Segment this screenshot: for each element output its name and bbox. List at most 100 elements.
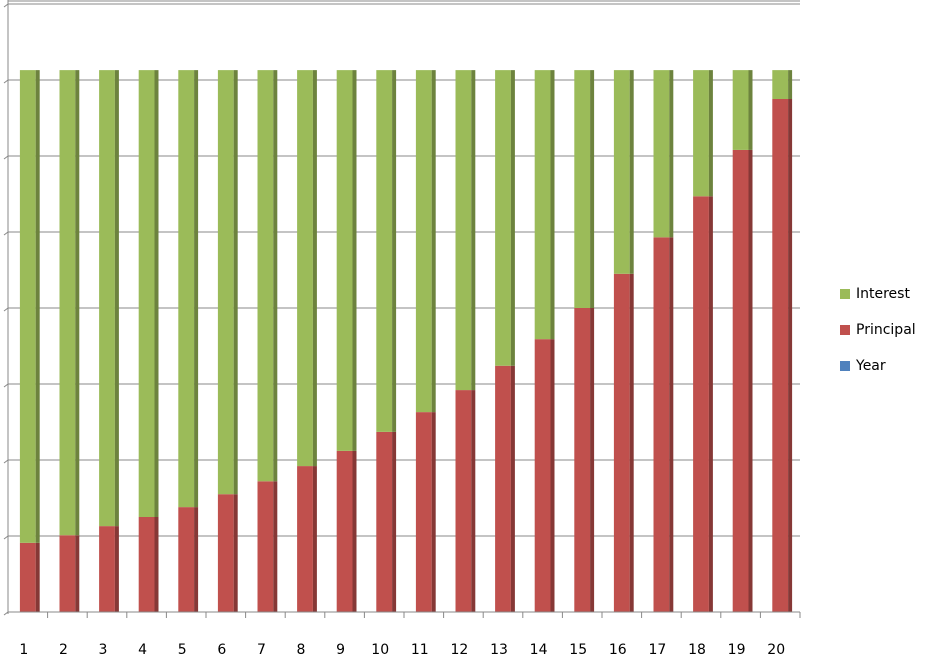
bar-side — [312, 70, 317, 467]
y-tick — [3, 155, 9, 160]
bar-side — [233, 70, 238, 495]
bar-segment — [415, 70, 432, 413]
bar-segment — [336, 70, 353, 451]
bar-side — [312, 466, 317, 612]
bar-side — [75, 70, 80, 536]
x-tick-label: 15 — [569, 642, 587, 658]
x-tick-label: 3 — [99, 642, 108, 658]
legend-swatch — [840, 289, 850, 299]
bar-side — [114, 70, 119, 527]
bar-segment — [693, 70, 709, 197]
bar-side — [471, 390, 476, 612]
bar-segment — [732, 70, 749, 150]
bar-side — [352, 70, 357, 451]
bar-segment — [574, 308, 591, 612]
bar-side — [708, 70, 713, 197]
bar-side — [510, 70, 515, 366]
bar-segment — [574, 70, 591, 309]
bar-side — [392, 431, 397, 612]
bar-side — [510, 365, 515, 612]
legend-swatch — [840, 325, 850, 335]
bar-side — [629, 273, 634, 612]
x-tick-label: 2 — [59, 642, 68, 658]
bar-side — [194, 70, 199, 508]
bar-segment — [297, 466, 313, 612]
x-tick-label: 11 — [411, 642, 429, 658]
bar-segment — [376, 70, 393, 432]
y-tick — [3, 3, 9, 8]
bar-segment — [455, 390, 472, 612]
bar-side — [273, 481, 278, 612]
x-tick-label: 4 — [138, 642, 147, 658]
bar-side — [788, 70, 793, 99]
bar-segment — [772, 70, 789, 99]
x-tick-label: 5 — [178, 642, 187, 658]
bar-segment — [99, 70, 115, 527]
bar-side — [392, 70, 397, 432]
bar-side — [788, 99, 793, 612]
bar-side — [35, 542, 40, 612]
bar-side — [669, 237, 674, 612]
x-tick-label: 12 — [450, 642, 468, 658]
bar-segment — [455, 70, 472, 391]
bar-segment — [59, 535, 76, 612]
legend-label: Principal — [856, 322, 916, 338]
bar-side — [748, 149, 753, 613]
bar-segment — [336, 450, 353, 612]
y-tick — [3, 459, 9, 464]
bar-segment — [534, 339, 551, 612]
x-tick-label: 13 — [490, 642, 508, 658]
y-tick — [3, 383, 9, 388]
bar-side — [629, 70, 634, 274]
y-tick — [3, 79, 9, 84]
bar-side — [431, 412, 436, 612]
bar-side — [75, 535, 80, 612]
bar-side — [194, 507, 199, 612]
bar-segment — [59, 70, 76, 536]
bar-side — [431, 70, 436, 413]
y-tick — [3, 231, 9, 236]
bar-side — [114, 526, 119, 612]
bar-side — [708, 196, 713, 612]
bar-segment — [178, 507, 195, 612]
y-tick — [3, 611, 9, 616]
x-tick-label: 16 — [609, 642, 627, 658]
bar-segment — [653, 70, 670, 238]
bar-segment — [217, 70, 234, 495]
bar-side — [233, 494, 238, 612]
bar-segment — [693, 196, 709, 612]
bar-side — [669, 70, 674, 238]
bar-side — [590, 308, 595, 612]
bar-segment — [495, 365, 511, 612]
x-tick-label: 7 — [257, 642, 266, 658]
bar-segment — [138, 70, 155, 518]
bar-segment — [534, 70, 551, 340]
x-tick-label: 20 — [767, 642, 785, 658]
y-tick — [3, 307, 9, 312]
bar-side — [550, 339, 555, 612]
x-tick-label: 18 — [688, 642, 706, 658]
bar-side — [590, 70, 595, 309]
x-tick-label: 8 — [297, 642, 306, 658]
bar-side — [352, 450, 357, 612]
bar-segment — [653, 237, 670, 612]
y-tick — [3, 535, 9, 540]
bar-side — [35, 70, 40, 543]
bar-segment — [297, 70, 313, 467]
x-tick-label: 6 — [217, 642, 226, 658]
x-tick-label: 19 — [728, 642, 746, 658]
legend-label: Interest — [856, 286, 910, 302]
bar-segment — [257, 481, 274, 612]
bar-segment — [19, 542, 36, 612]
bar-segment — [613, 273, 630, 612]
x-tick-label: 1 — [19, 642, 28, 658]
bar-segment — [138, 517, 155, 612]
bar-segment — [217, 494, 234, 612]
bar-segment — [732, 149, 749, 613]
legend-label: Year — [855, 358, 886, 374]
x-tick-label: 17 — [648, 642, 666, 658]
bar-segment — [613, 70, 630, 274]
bar-side — [471, 70, 476, 391]
bar-segment — [99, 526, 115, 612]
bar-segment — [257, 70, 274, 482]
